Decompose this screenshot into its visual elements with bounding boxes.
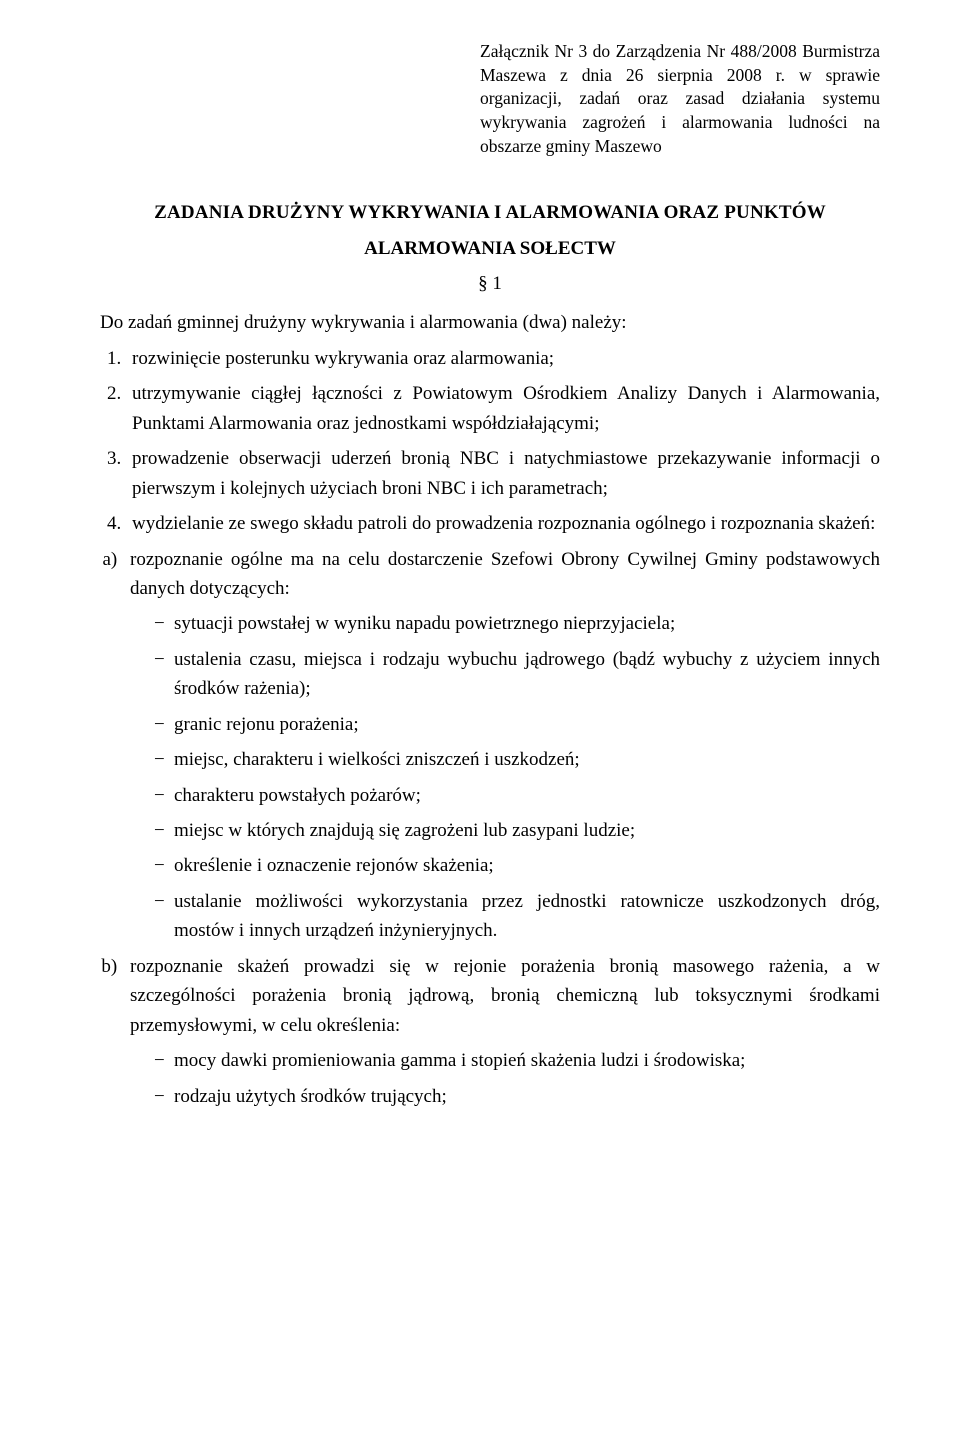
list-item-text: rodzaju użytych środków trujących;: [174, 1086, 447, 1107]
list-item: rozpoznanie skażeń prowadzi się w rejoni…: [122, 952, 880, 1111]
document-subtitle: ALARMOWANIA SOŁECTW: [100, 234, 880, 263]
numbered-list: rozwinięcie posterunku wykrywania oraz a…: [100, 344, 880, 539]
list-item-text: ustalanie możliwości wykorzystania przez…: [174, 891, 880, 941]
list-item-text: ustalenia czasu, miejsca i rodzaju wybuc…: [174, 649, 880, 699]
list-item: sytuacji powstałej w wyniku napadu powie…: [154, 609, 880, 638]
lettered-list: rozpoznanie ogólne ma na celu dostarczen…: [100, 545, 880, 1111]
list-item-text: granic rejonu porażenia;: [174, 714, 359, 735]
dash-list: sytuacji powstałej w wyniku napadu powie…: [130, 609, 880, 945]
list-item: miejsc, charakteru i wielkości zniszczeń…: [154, 745, 880, 774]
list-item: ustalenia czasu, miejsca i rodzaju wybuc…: [154, 645, 880, 704]
list-item: miejsc w których znajdują się zagrożeni …: [154, 816, 880, 845]
list-item-text: wydzielanie ze swego składu patroli do p…: [132, 513, 875, 534]
list-item-text: rozpoznanie skażeń prowadzi się w rejoni…: [130, 956, 880, 1036]
list-item: granic rejonu porażenia;: [154, 710, 880, 739]
list-item: ustalanie możliwości wykorzystania przez…: [154, 887, 880, 946]
list-item-text: prowadzenie obserwacji uderzeń bronią NB…: [132, 448, 880, 498]
list-item-text: utrzymywanie ciągłej łączności z Powiato…: [132, 383, 880, 433]
list-item: charakteru powstałych pożarów;: [154, 781, 880, 810]
list-item: rozwinięcie posterunku wykrywania oraz a…: [126, 344, 880, 373]
list-item-text: określenie i oznaczenie rejonów skażenia…: [174, 855, 494, 876]
list-item: prowadzenie obserwacji uderzeń bronią NB…: [126, 444, 880, 503]
list-item: utrzymywanie ciągłej łączności z Powiato…: [126, 379, 880, 438]
list-item-text: mocy dawki promieniowania gamma i stopie…: [174, 1050, 745, 1071]
list-item: rodzaju użytych środków trujących;: [154, 1082, 880, 1111]
list-item-text: rozpoznanie ogólne ma na celu dostarczen…: [130, 549, 880, 599]
list-item-text: charakteru powstałych pożarów;: [174, 785, 421, 806]
intro-text: Do zadań gminnej drużyny wykrywania i al…: [100, 308, 880, 337]
list-item: rozpoznanie ogólne ma na celu dostarczen…: [122, 545, 880, 946]
section-paragraph-mark: § 1: [100, 269, 880, 298]
list-item: wydzielanie ze swego składu patroli do p…: [126, 509, 880, 538]
dash-list: mocy dawki promieniowania gamma i stopie…: [130, 1046, 880, 1111]
document-title: ZADANIA DRUŻYNY WYKRYWANIA I ALARMOWANIA…: [100, 198, 880, 227]
attachment-text: Załącznik Nr 3 do Zarządzenia Nr 488/200…: [480, 41, 880, 156]
list-item: określenie i oznaczenie rejonów skażenia…: [154, 851, 880, 880]
list-item-text: miejsc w których znajdują się zagrożeni …: [174, 820, 635, 841]
attachment-header: Załącznik Nr 3 do Zarządzenia Nr 488/200…: [480, 40, 880, 158]
list-item-text: sytuacji powstałej w wyniku napadu powie…: [174, 613, 675, 634]
list-item-text: rozwinięcie posterunku wykrywania oraz a…: [132, 348, 554, 369]
list-item: mocy dawki promieniowania gamma i stopie…: [154, 1046, 880, 1075]
list-item-text: miejsc, charakteru i wielkości zniszczeń…: [174, 749, 580, 770]
